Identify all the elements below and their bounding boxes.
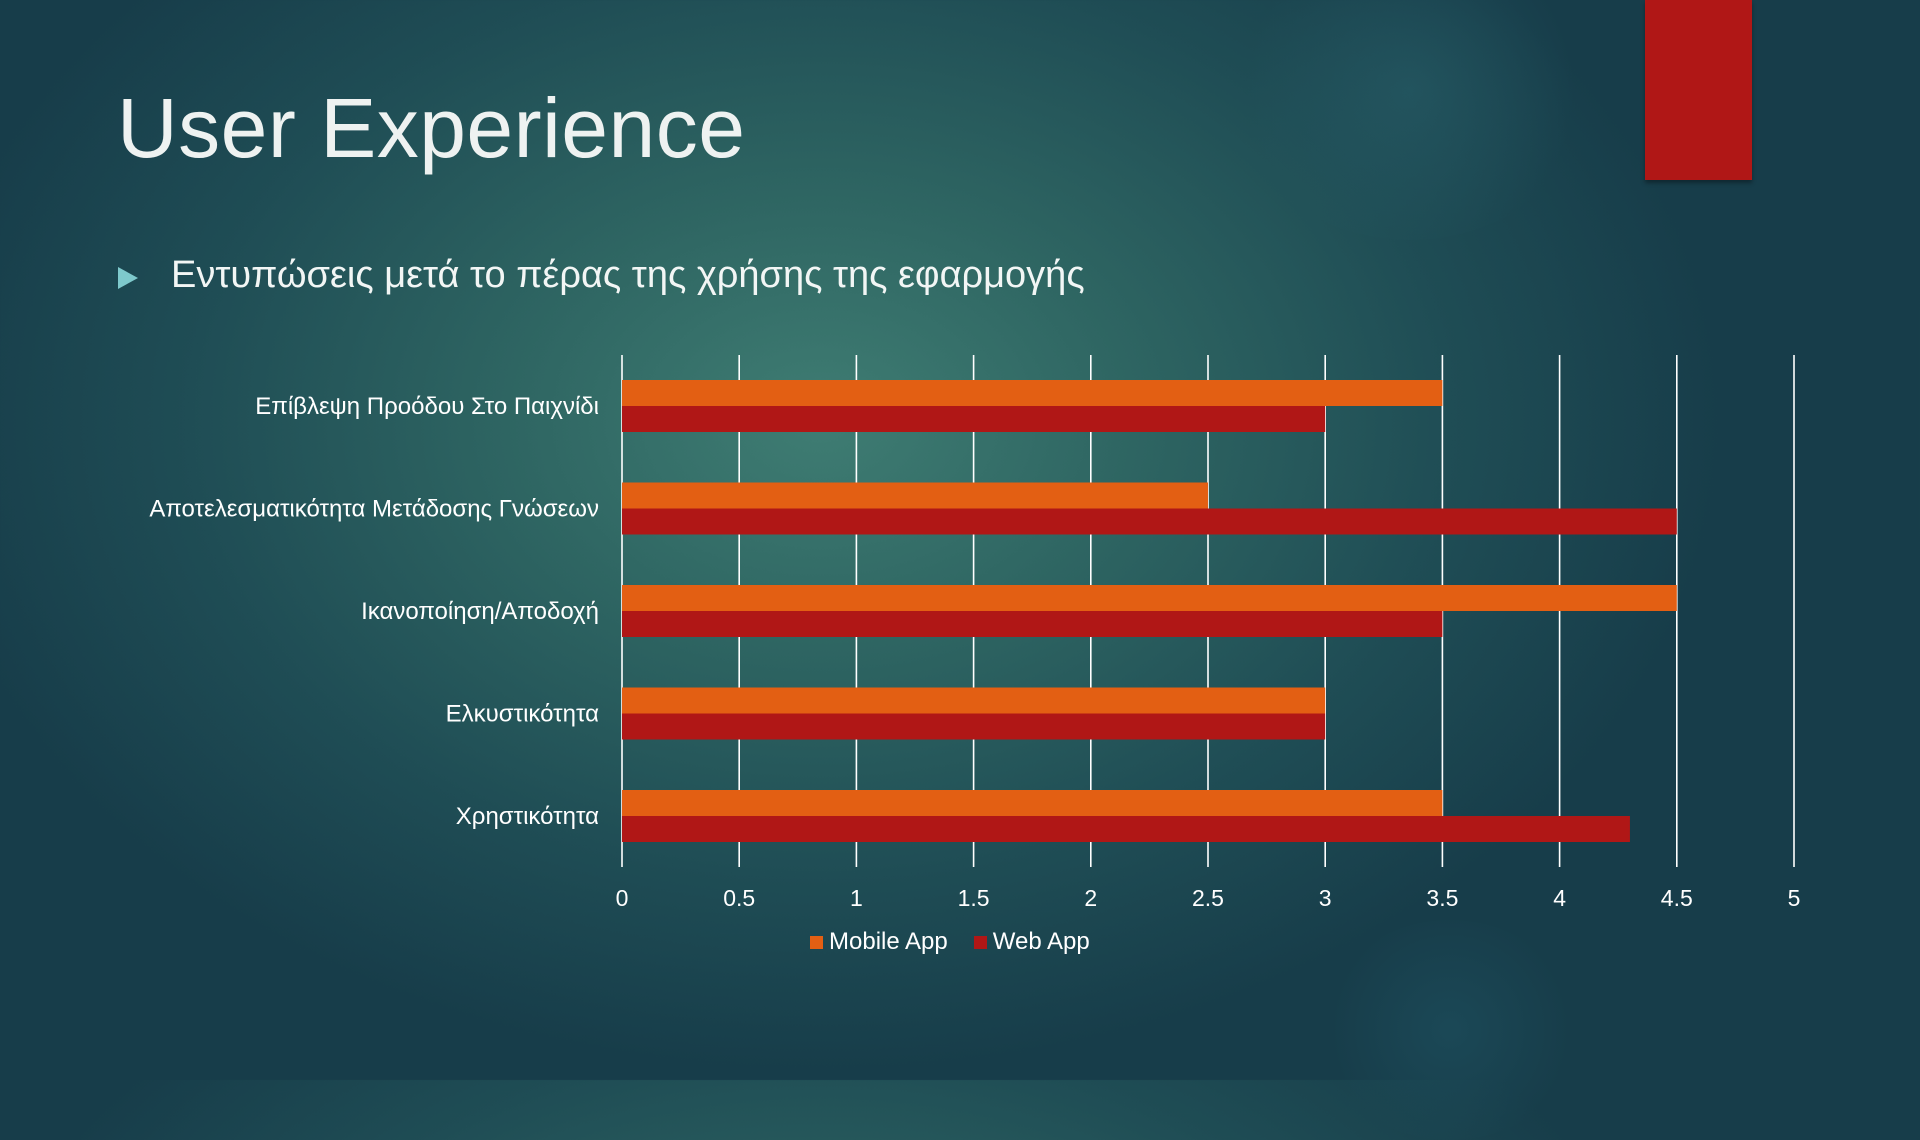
bar-web-app bbox=[622, 406, 1326, 432]
background-glow bbox=[1230, 0, 1590, 240]
x-tick-label: 2.5 bbox=[1192, 885, 1224, 911]
bar-mobile-app bbox=[622, 790, 1443, 816]
x-tick-label: 1 bbox=[850, 885, 863, 911]
x-tick-label: 3.5 bbox=[1426, 885, 1458, 911]
bar-web-app bbox=[622, 713, 1326, 740]
x-tick-label: 4.5 bbox=[1661, 885, 1693, 911]
bullet-item: Εντυπώσεις μετά το πέρας της χρήσης της … bbox=[118, 254, 1085, 297]
x-tick-label: 1.5 bbox=[958, 885, 990, 911]
category-label: Επίβλεψη Προόδου Στο Παιχνίδι bbox=[255, 393, 599, 420]
bar-web-app bbox=[622, 611, 1443, 637]
legend-item-mobile: Mobile App bbox=[810, 928, 948, 956]
accent-bar bbox=[1645, 0, 1752, 180]
category-label: Ελκυστικότητα bbox=[446, 701, 599, 728]
x-tick-label: 4 bbox=[1553, 885, 1566, 911]
x-tick-label: 0.5 bbox=[723, 885, 755, 911]
category-label: Ικανοποίηση/Αποδοχή bbox=[361, 598, 599, 625]
slide-title: User Experience bbox=[117, 81, 746, 175]
bar-mobile-app bbox=[622, 585, 1677, 611]
legend-swatch-web bbox=[973, 935, 987, 949]
x-tick-label: 3 bbox=[1319, 885, 1332, 911]
bar-web-app bbox=[622, 508, 1677, 535]
bar-mobile-app bbox=[622, 380, 1443, 406]
bar-mobile-app bbox=[622, 482, 1208, 509]
bar-web-app bbox=[622, 816, 1630, 842]
legend-item-web: Web App bbox=[973, 928, 1090, 956]
chart-legend: Mobile App Web App bbox=[810, 928, 1116, 956]
category-label: Χρηστικότητα bbox=[456, 803, 599, 830]
bullet-arrow-icon bbox=[118, 266, 138, 289]
legend-label-mobile: Mobile App bbox=[829, 928, 948, 955]
legend-swatch-mobile bbox=[810, 935, 823, 949]
bar-chart: 0 0.5 1 1.5 2 2.5 3 3.5 4 4.5 5 Επίβλεψη Προόδου Στ… bbox=[149, 380, 1801, 911]
x-tick-label: 5 bbox=[1788, 885, 1801, 911]
bullet-text: Εντυπώσεις μετά το πέρας της χρήσης της … bbox=[171, 254, 1085, 296]
bar-mobile-app bbox=[622, 687, 1326, 714]
legend-label-web: Web App bbox=[992, 928, 1090, 955]
x-tick-label: 2 bbox=[1084, 885, 1097, 911]
category-label: Αποτελεσματικότητα Μετάδοσης Γνώσεων bbox=[149, 496, 599, 523]
x-tick-label: 0 bbox=[616, 885, 629, 911]
